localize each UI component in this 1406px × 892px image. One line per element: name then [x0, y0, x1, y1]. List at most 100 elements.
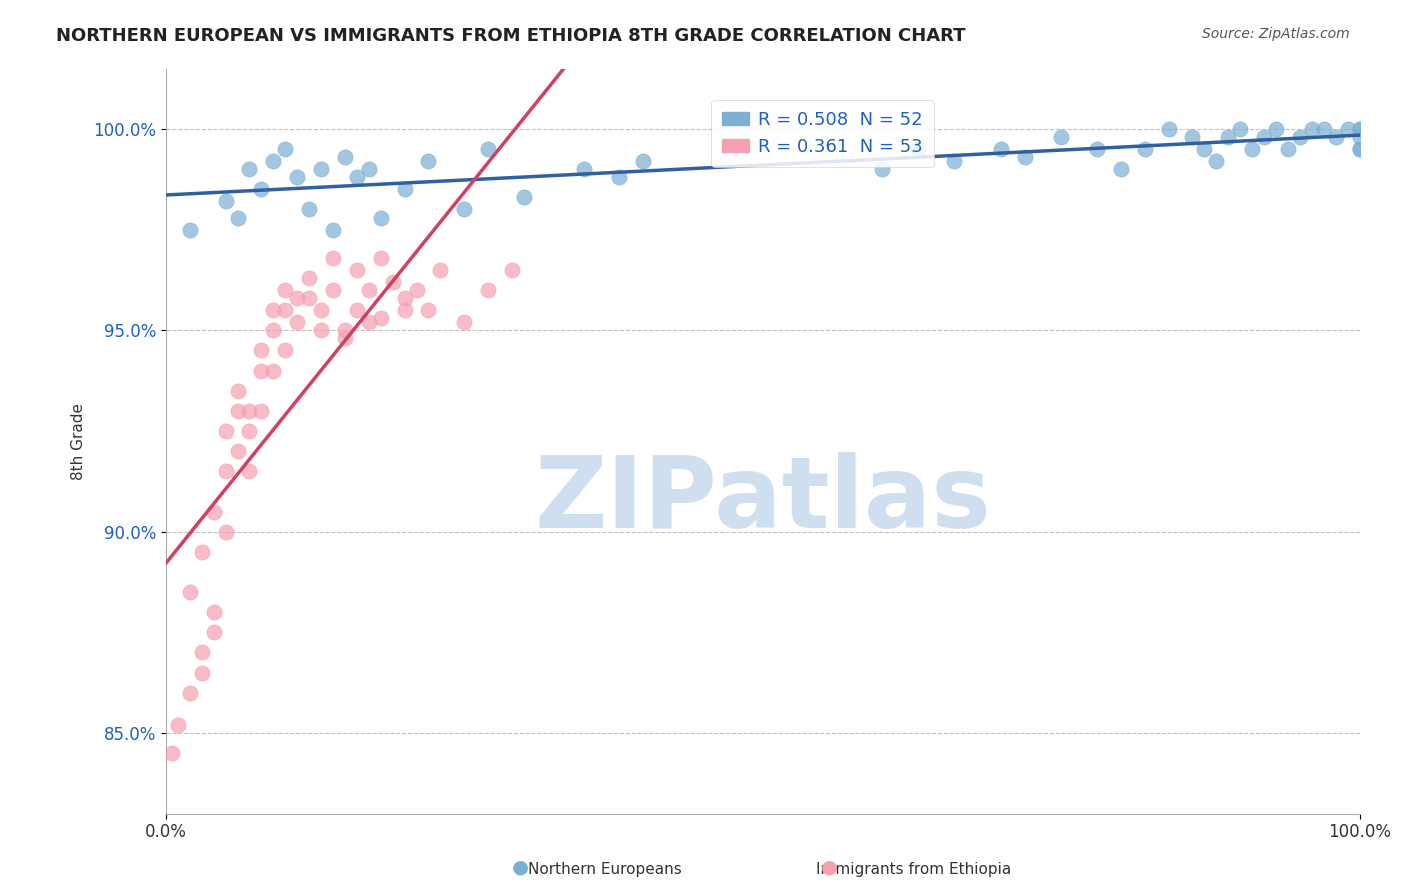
- Point: [214, 524, 236, 539]
- Text: NORTHERN EUROPEAN VS IMMIGRANTS FROM ETHIOPIA 8TH GRADE CORRELATION CHART: NORTHERN EUROPEAN VS IMMIGRANTS FROM ETH…: [56, 27, 966, 45]
- Point: [1157, 122, 1180, 136]
- Point: [298, 291, 321, 305]
- Point: [322, 251, 344, 265]
- Point: [250, 404, 273, 418]
- Point: [333, 331, 356, 345]
- Point: [870, 162, 893, 177]
- Point: [942, 154, 965, 169]
- Point: [262, 154, 284, 169]
- Point: [357, 162, 380, 177]
- Point: [453, 315, 475, 329]
- Point: [429, 263, 451, 277]
- Point: [1288, 130, 1310, 145]
- Point: [370, 311, 392, 326]
- Point: [1348, 142, 1371, 156]
- Point: [1277, 142, 1299, 156]
- Text: ●: ●: [821, 857, 838, 876]
- Point: [238, 162, 260, 177]
- Point: [1241, 142, 1264, 156]
- Point: [226, 444, 249, 458]
- Point: [633, 154, 655, 169]
- Point: [1253, 130, 1275, 145]
- Point: [250, 343, 273, 358]
- Point: [190, 665, 212, 680]
- Text: ●: ●: [512, 857, 529, 876]
- Point: [238, 424, 260, 438]
- Point: [190, 646, 212, 660]
- Point: [322, 283, 344, 297]
- Point: [262, 363, 284, 377]
- Point: [166, 718, 188, 732]
- Point: [1348, 130, 1371, 145]
- Point: [1348, 122, 1371, 136]
- Point: [238, 464, 260, 478]
- Point: [298, 271, 321, 285]
- Point: [179, 222, 201, 236]
- Point: [346, 303, 368, 318]
- Point: [1348, 122, 1371, 136]
- Point: [1133, 142, 1156, 156]
- Legend: R = 0.508  N = 52, R = 0.361  N = 53: R = 0.508 N = 52, R = 0.361 N = 53: [711, 100, 934, 167]
- Text: Source: ZipAtlas.com: Source: ZipAtlas.com: [1202, 27, 1350, 41]
- Point: [214, 424, 236, 438]
- Point: [160, 746, 183, 760]
- Point: [333, 150, 356, 164]
- Point: [1348, 142, 1371, 156]
- Point: [346, 170, 368, 185]
- Point: [179, 585, 201, 599]
- Point: [1265, 122, 1288, 136]
- Text: Northern Europeans: Northern Europeans: [527, 863, 682, 877]
- Point: [262, 323, 284, 337]
- Point: [1181, 130, 1204, 145]
- Point: [226, 404, 249, 418]
- Point: [274, 142, 297, 156]
- Point: [202, 625, 225, 640]
- Y-axis label: 8th Grade: 8th Grade: [72, 402, 86, 480]
- Point: [1050, 130, 1073, 145]
- Point: [238, 404, 260, 418]
- Point: [370, 211, 392, 225]
- Point: [405, 283, 427, 297]
- Point: [907, 142, 929, 156]
- Point: [285, 315, 308, 329]
- Point: [1324, 130, 1347, 145]
- Point: [501, 263, 523, 277]
- Point: [309, 162, 332, 177]
- Point: [333, 323, 356, 337]
- Point: [214, 464, 236, 478]
- Point: [513, 190, 536, 204]
- Point: [394, 182, 416, 196]
- Point: [1218, 130, 1240, 145]
- Point: [1109, 162, 1132, 177]
- Point: [274, 343, 297, 358]
- Point: [381, 275, 404, 289]
- Point: [1229, 122, 1251, 136]
- Point: [226, 384, 249, 398]
- Point: [394, 303, 416, 318]
- Point: [477, 142, 499, 156]
- Point: [394, 291, 416, 305]
- Point: [262, 303, 284, 318]
- Point: [179, 686, 201, 700]
- Point: [418, 303, 440, 318]
- Text: Immigrants from Ethiopia: Immigrants from Ethiopia: [817, 863, 1011, 877]
- Point: [202, 504, 225, 518]
- Point: [190, 545, 212, 559]
- Point: [250, 182, 273, 196]
- Point: [322, 222, 344, 236]
- Point: [370, 251, 392, 265]
- Point: [477, 283, 499, 297]
- Point: [285, 291, 308, 305]
- Point: [1194, 142, 1216, 156]
- Point: [274, 303, 297, 318]
- Point: [226, 211, 249, 225]
- Point: [1014, 150, 1036, 164]
- Point: [1301, 122, 1323, 136]
- Point: [285, 170, 308, 185]
- Point: [1312, 122, 1334, 136]
- Point: [1085, 142, 1108, 156]
- Point: [1205, 154, 1227, 169]
- Point: [298, 202, 321, 217]
- Point: [609, 170, 631, 185]
- Point: [572, 162, 595, 177]
